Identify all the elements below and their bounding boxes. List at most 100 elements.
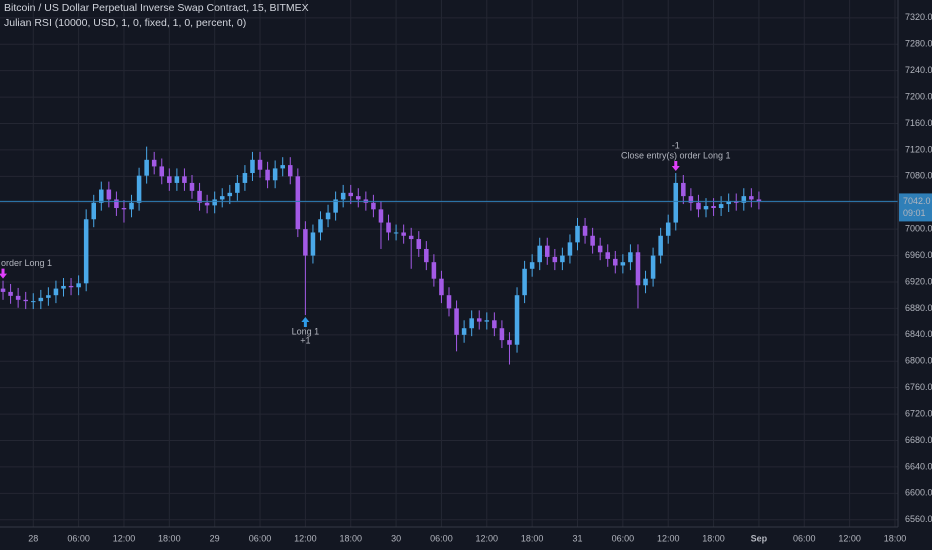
- candle-body: [529, 262, 535, 269]
- candle-body: [136, 175, 142, 203]
- candle-body: [348, 192, 354, 197]
- candle-body: [310, 232, 316, 256]
- candle-body: [212, 199, 217, 206]
- grid: [0, 0, 898, 527]
- candle-body: [340, 192, 346, 200]
- x-tick-label: 12:00: [113, 533, 136, 543]
- candle-body: [650, 255, 656, 279]
- candle-body: [287, 165, 293, 177]
- y-tick-label: 6560.0: [905, 514, 932, 524]
- candle-body: [703, 206, 709, 210]
- candle-body: [507, 340, 512, 345]
- candle-body: [333, 199, 338, 213]
- candle-body: [272, 168, 278, 181]
- candle-body: [219, 196, 225, 200]
- candle-body: [68, 285, 74, 288]
- candle-body: [250, 159, 255, 174]
- y-tick-label: 7000.0: [905, 224, 932, 234]
- candle-body: [408, 235, 414, 240]
- candle-body: [665, 222, 671, 236]
- candle-body: [265, 169, 270, 181]
- candle-body: [461, 328, 467, 335]
- x-tick-label: 31: [572, 533, 582, 543]
- exit-arrow: [0, 268, 8, 279]
- y-tick-label: 6600.0: [905, 488, 932, 498]
- candle-body: [522, 268, 527, 296]
- candle-body: [167, 176, 172, 183]
- candle-body: [121, 208, 127, 210]
- x-tick-label: 30: [391, 533, 401, 543]
- candle-body: [295, 176, 301, 230]
- last-price-label: 7042.0: [903, 196, 931, 206]
- x-tick-label: 06:00: [67, 533, 90, 543]
- entry-qty: +1: [300, 335, 310, 345]
- candle-body: [53, 288, 59, 296]
- candle-body: [129, 202, 134, 210]
- candle-body: [144, 159, 149, 176]
- candle-body: [544, 245, 550, 257]
- candle-body: [469, 318, 474, 329]
- exit-arrow: [671, 161, 680, 172]
- x-tick-label: 28: [28, 533, 38, 543]
- x-tick-label: 18:00: [884, 533, 907, 543]
- exit-label: order Long 1: [1, 258, 52, 268]
- y-tick-label: 6880.0: [905, 303, 932, 313]
- plot-area: order Long 1 Long 1+1 Close entry(s) order…: [0, 140, 898, 365]
- candle-body: [99, 189, 104, 203]
- candle-body: [552, 256, 558, 263]
- candle-body: [46, 295, 51, 298]
- candle-body: [318, 219, 323, 233]
- candle-body: [726, 201, 731, 205]
- candle-body: [597, 245, 603, 253]
- candle-body: [280, 165, 285, 169]
- candle-body: [356, 196, 361, 200]
- chart-title: Bitcoin / US Dollar Perpetual Inverse Sw…: [4, 2, 309, 14]
- y-tick-label: 6920.0: [905, 276, 932, 286]
- candle-body: [371, 202, 376, 210]
- y-tick-label: 7320.0: [905, 12, 932, 22]
- x-tick-label: 18:00: [521, 533, 544, 543]
- indicator-label: Julian RSI (10000, USD, 1, 0, fixed, 1, …: [4, 17, 246, 29]
- candle-body: [257, 159, 263, 170]
- candle-body: [242, 173, 248, 183]
- x-tick-label: 18:00: [339, 533, 362, 543]
- candle-body: [303, 229, 308, 256]
- candle-body: [658, 235, 663, 256]
- candle-body: [560, 255, 565, 263]
- x-tick-label: 06:00: [430, 533, 453, 543]
- candle-body: [0, 288, 6, 292]
- y-tick-label: 6640.0: [905, 461, 932, 471]
- candle-body: [575, 225, 580, 243]
- candle-body: [605, 252, 611, 259]
- exit-qty: -1: [672, 140, 680, 150]
- entry-arrow: [301, 317, 310, 328]
- y-tick-label: 6680.0: [905, 435, 932, 445]
- candle-body: [643, 278, 648, 286]
- candle-body: [613, 258, 618, 266]
- candle-body: [106, 189, 112, 200]
- candle-body: [431, 262, 437, 279]
- candle-body: [91, 202, 96, 220]
- x-tick-label: 06:00: [793, 533, 816, 543]
- candle-body: [38, 297, 44, 302]
- x-tick-label: 12:00: [294, 533, 317, 543]
- candle-body: [393, 232, 399, 234]
- y-tick-label: 6840.0: [905, 329, 932, 339]
- candle-body: [711, 206, 716, 209]
- y-tick-label: 7160.0: [905, 118, 932, 128]
- candle-body: [733, 201, 739, 203]
- candle-body: [681, 182, 686, 197]
- x-tick-label: 12:00: [476, 533, 499, 543]
- countdown-label: 09:01: [903, 208, 926, 218]
- candle-body: [189, 182, 195, 191]
- candle-body: [235, 182, 240, 193]
- candle-body: [454, 308, 459, 335]
- candle-body: [30, 301, 36, 303]
- y-tick-label: 7120.0: [905, 144, 932, 154]
- y-tick-label: 6720.0: [905, 408, 932, 418]
- candle-body: [378, 209, 384, 223]
- candle-body: [741, 196, 747, 203]
- candle-body: [325, 212, 331, 220]
